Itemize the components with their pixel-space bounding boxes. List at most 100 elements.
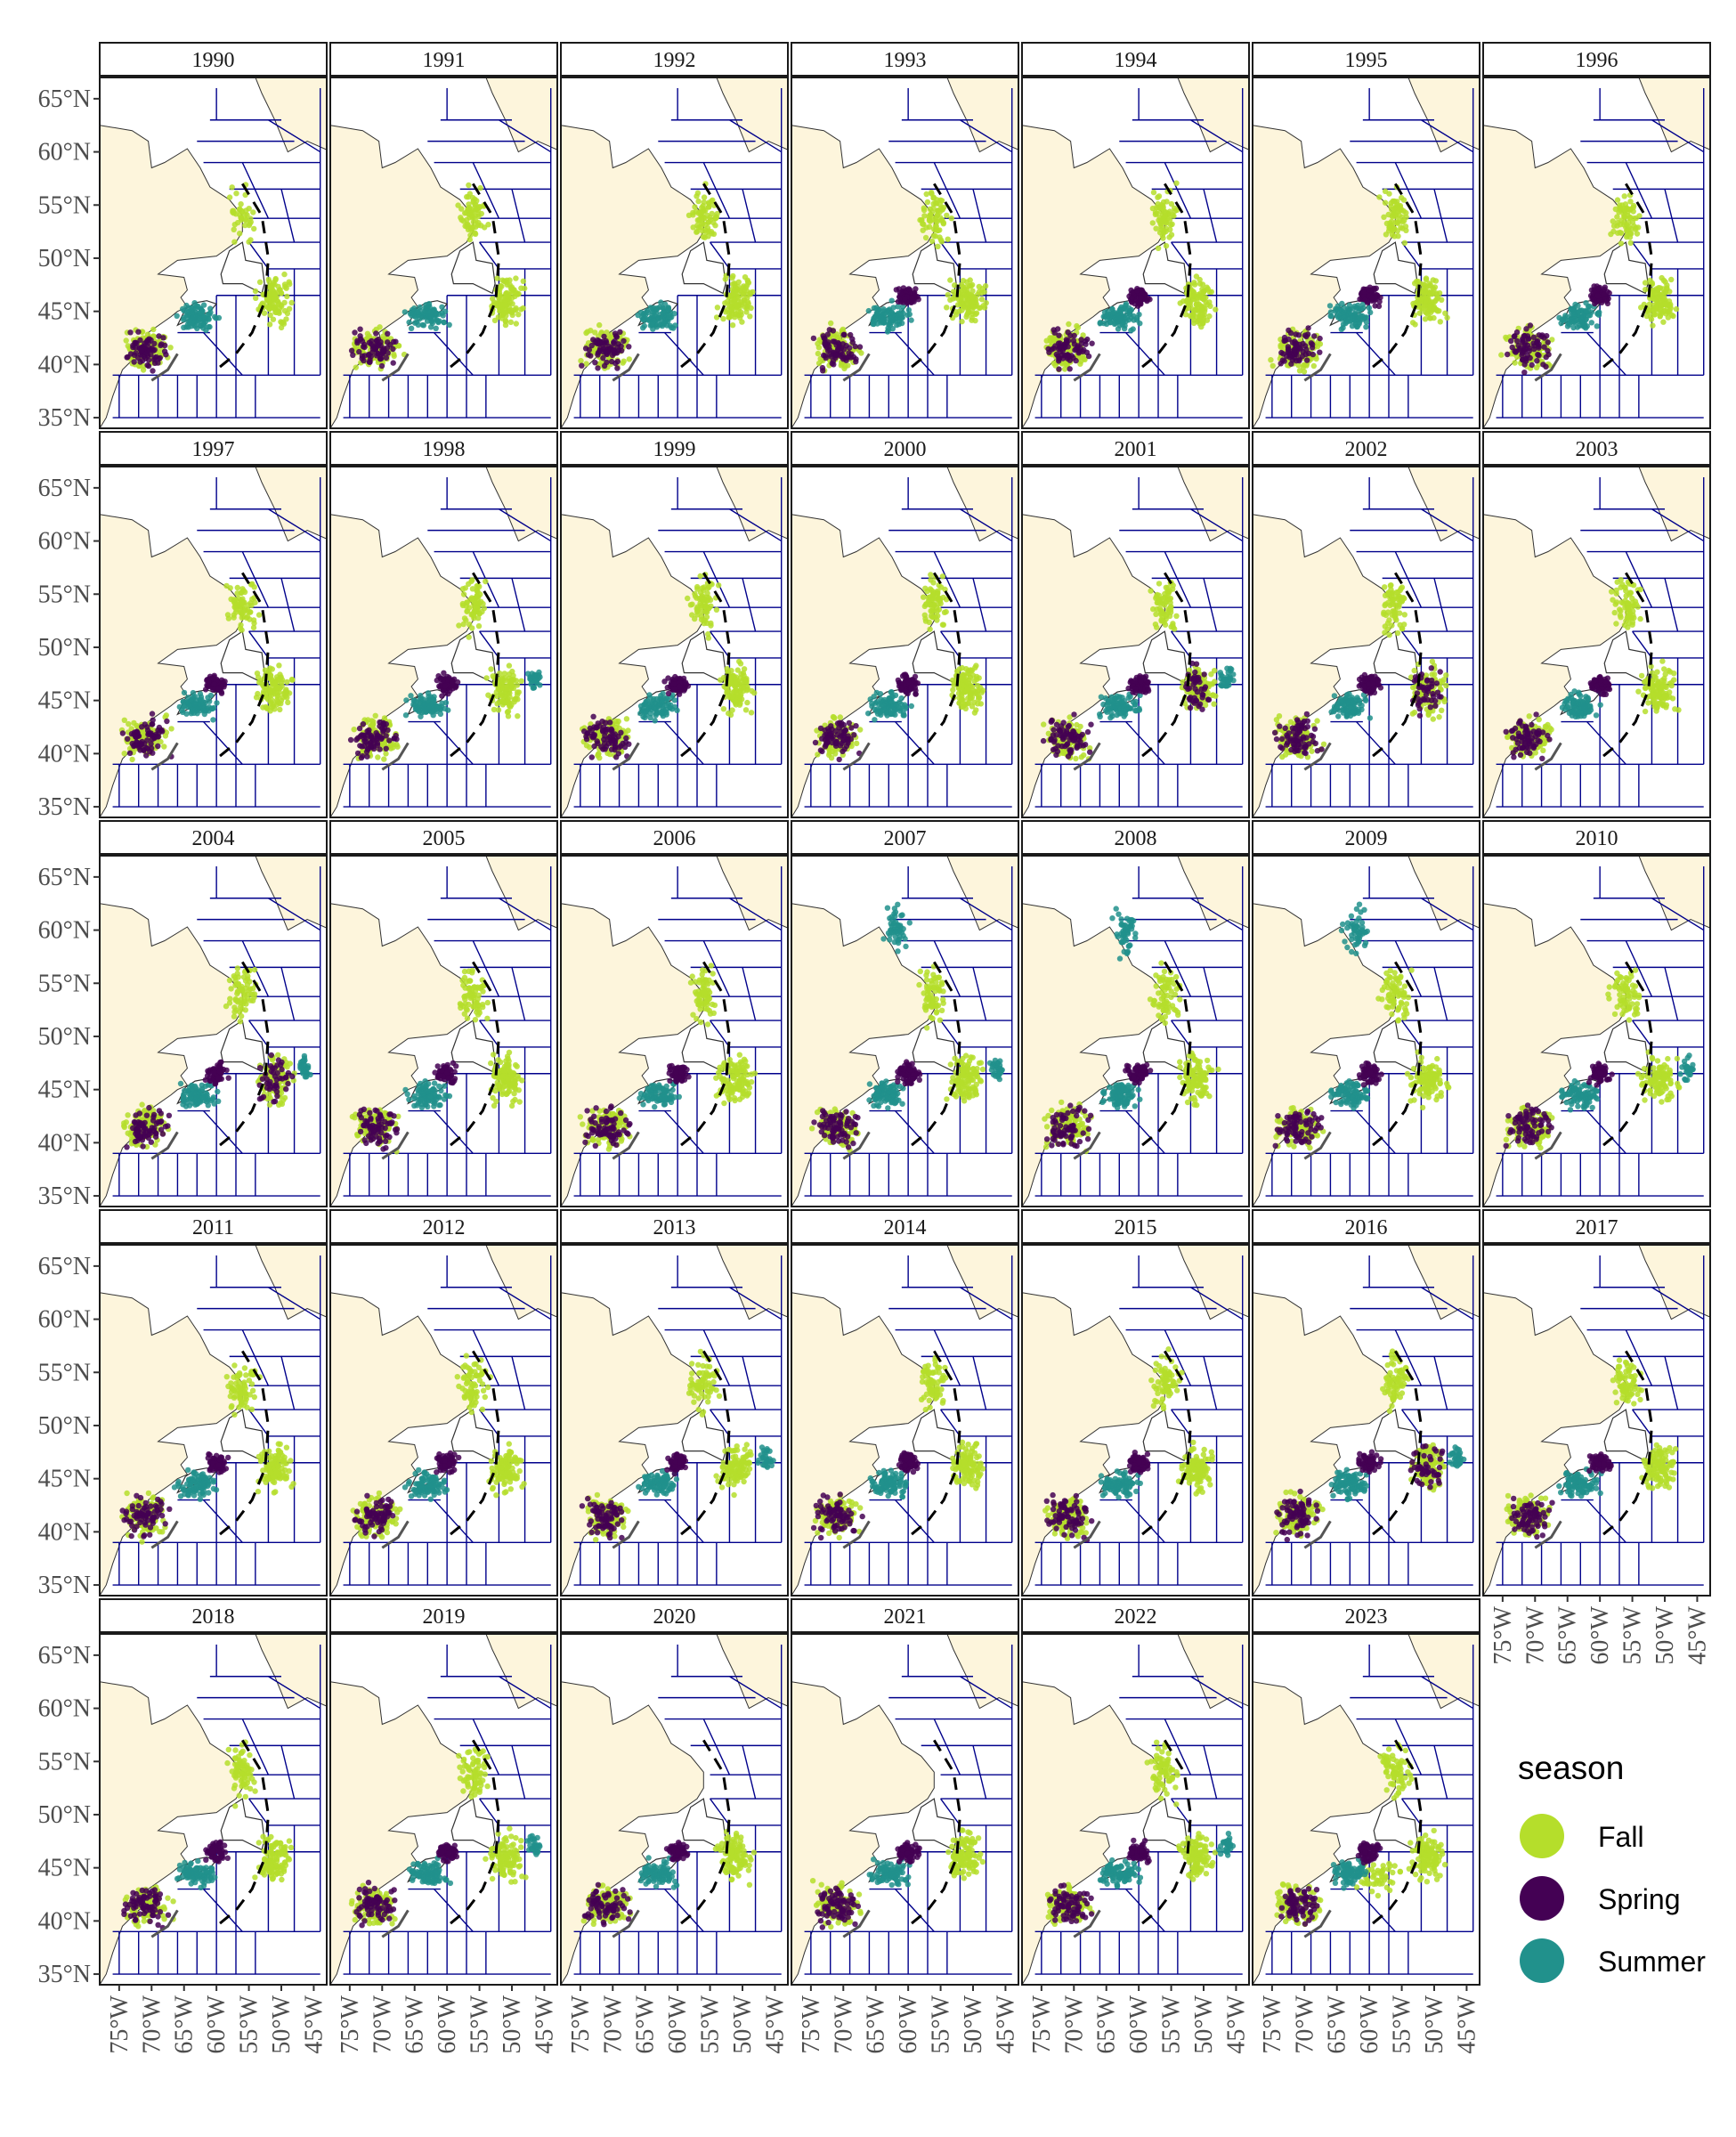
survey-point-spring — [445, 691, 451, 697]
survey-point-fall — [744, 295, 750, 301]
survey-point-fall — [387, 745, 394, 752]
survey-point-summer — [426, 314, 432, 321]
survey-point-fall — [274, 698, 281, 704]
survey-point-spring — [377, 746, 383, 752]
survey-point-summer — [418, 713, 424, 719]
survey-point-fall — [470, 223, 476, 231]
survey-point-spring — [902, 296, 908, 302]
survey-point-summer — [1349, 323, 1356, 329]
survey-point-summer — [424, 305, 430, 312]
survey-point-fall — [592, 329, 598, 336]
survey-point-fall — [702, 227, 709, 233]
survey-point-fall — [507, 319, 514, 325]
survey-point-fall — [369, 722, 375, 729]
survey-point-summer — [1567, 317, 1573, 323]
survey-point-summer — [641, 322, 647, 329]
survey-point-fall — [1416, 310, 1423, 316]
hague-line — [1303, 353, 1332, 382]
survey-point-fall — [1621, 205, 1627, 212]
survey-point-fall — [720, 315, 726, 322]
survey-point-fall — [701, 194, 708, 200]
survey-point-fall — [231, 597, 237, 603]
survey-point-fall — [964, 279, 970, 285]
survey-point-fall — [1642, 280, 1649, 286]
survey-point-spring — [360, 344, 367, 350]
survey-point-fall — [483, 675, 490, 681]
survey-point-fall — [476, 204, 483, 210]
survey-point-summer — [408, 693, 414, 699]
survey-point-spring — [133, 742, 140, 749]
land-newfoundland — [450, 241, 496, 295]
survey-point-spring — [592, 338, 598, 345]
survey-point-fall — [712, 223, 718, 229]
survey-point-fall — [1662, 301, 1669, 307]
survey-point-spring — [1368, 294, 1375, 301]
survey-point-spring — [1305, 350, 1312, 357]
survey-point-fall — [490, 296, 496, 302]
survey-point-fall — [981, 305, 988, 311]
survey-point-spring — [137, 337, 143, 344]
survey-point-fall — [955, 297, 962, 303]
panel-map — [1253, 77, 1480, 428]
survey-point-fall — [249, 596, 256, 603]
land-greenland — [1638, 77, 1710, 153]
survey-point-summer — [660, 321, 666, 327]
survey-point-spring — [131, 359, 137, 365]
survey-point-spring — [144, 745, 150, 752]
survey-point-fall — [464, 223, 470, 230]
nafo-division-line — [268, 119, 321, 153]
survey-point-fall — [1396, 212, 1402, 218]
survey-point-fall — [694, 222, 701, 229]
survey-point-spring — [1281, 358, 1287, 364]
survey-point-spring — [595, 365, 601, 371]
survey-point-fall — [604, 329, 610, 336]
survey-point-fall — [923, 224, 929, 231]
survey-point-spring — [1051, 329, 1058, 336]
nafo-division-line — [203, 332, 243, 376]
survey-point-summer — [871, 305, 878, 312]
survey-point-spring — [1046, 349, 1052, 355]
survey-point-fall — [706, 199, 712, 206]
survey-point-spring — [1544, 333, 1550, 339]
survey-point-fall — [1653, 305, 1659, 312]
survey-point-summer — [429, 709, 436, 715]
survey-point-fall — [475, 622, 483, 630]
survey-point-fall — [737, 309, 744, 315]
survey-point-fall — [1422, 302, 1429, 309]
survey-point-fall — [944, 212, 950, 219]
survey-point-summer — [649, 308, 656, 315]
land-newfoundland — [220, 630, 265, 684]
survey-point-fall — [929, 238, 936, 245]
survey-point-fall — [288, 676, 296, 683]
survey-point-spring — [356, 348, 362, 355]
survey-point-fall — [375, 754, 381, 760]
survey-point-fall — [1197, 276, 1203, 283]
survey-point-summer — [530, 685, 536, 691]
survey-point-fall — [1270, 362, 1276, 370]
survey-point-fall — [1194, 318, 1201, 325]
survey-point-fall — [1431, 314, 1437, 321]
survey-point-summer — [641, 310, 647, 317]
survey-point-spring — [348, 347, 355, 353]
survey-point-fall — [1150, 189, 1157, 196]
survey-point-fall — [491, 706, 498, 713]
survey-point-spring — [369, 337, 375, 345]
survey-point-spring — [1529, 362, 1535, 369]
survey-point-fall — [266, 321, 273, 328]
nafo-division-line — [479, 630, 499, 659]
survey-point-spring — [1085, 353, 1092, 360]
survey-point-summer — [905, 307, 912, 313]
survey-point-fall — [699, 205, 705, 211]
survey-point-fall — [1199, 281, 1206, 288]
survey-point-fall — [456, 622, 462, 629]
survey-point-spring — [386, 737, 393, 743]
survey-point-fall — [1624, 228, 1630, 234]
facet-strip-label: 1997 — [192, 438, 235, 461]
survey-point-summer — [214, 700, 220, 706]
nafo-division-line — [742, 189, 757, 243]
survey-point-fall — [1169, 221, 1175, 227]
survey-point-summer — [1583, 325, 1589, 331]
survey-point-fall — [131, 719, 137, 727]
